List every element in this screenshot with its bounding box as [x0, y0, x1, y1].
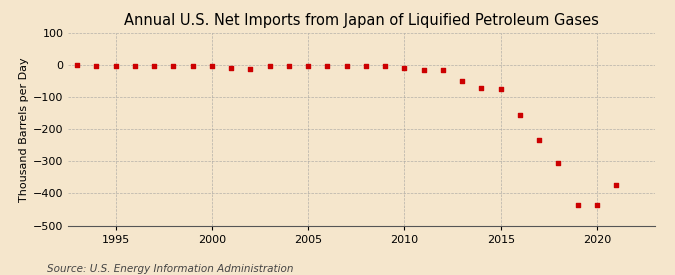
Point: [225, 65, 236, 70]
Point: [495, 87, 506, 91]
Point: [591, 202, 602, 207]
Point: [303, 64, 314, 68]
Point: [514, 113, 525, 117]
Point: [130, 64, 140, 68]
Text: Source: U.S. Energy Information Administration: Source: U.S. Energy Information Administ…: [47, 264, 294, 274]
Point: [342, 64, 352, 68]
Point: [457, 79, 468, 83]
Point: [399, 66, 410, 70]
Y-axis label: Thousand Barrels per Day: Thousand Barrels per Day: [19, 57, 28, 202]
Point: [418, 68, 429, 72]
Point: [322, 64, 333, 68]
Title: Annual U.S. Net Imports from Japan of Liquified Petroleum Gases: Annual U.S. Net Imports from Japan of Li…: [124, 13, 599, 28]
Point: [360, 64, 371, 68]
Point: [611, 183, 622, 188]
Point: [187, 64, 198, 68]
Point: [110, 64, 121, 68]
Point: [72, 63, 82, 68]
Point: [265, 64, 275, 68]
Point: [380, 64, 391, 68]
Point: [553, 161, 564, 165]
Point: [168, 64, 179, 68]
Point: [91, 64, 102, 68]
Point: [245, 67, 256, 71]
Point: [572, 202, 583, 207]
Point: [476, 85, 487, 90]
Point: [207, 64, 217, 68]
Point: [148, 64, 159, 68]
Point: [284, 64, 294, 68]
Point: [437, 68, 448, 72]
Point: [534, 138, 545, 143]
